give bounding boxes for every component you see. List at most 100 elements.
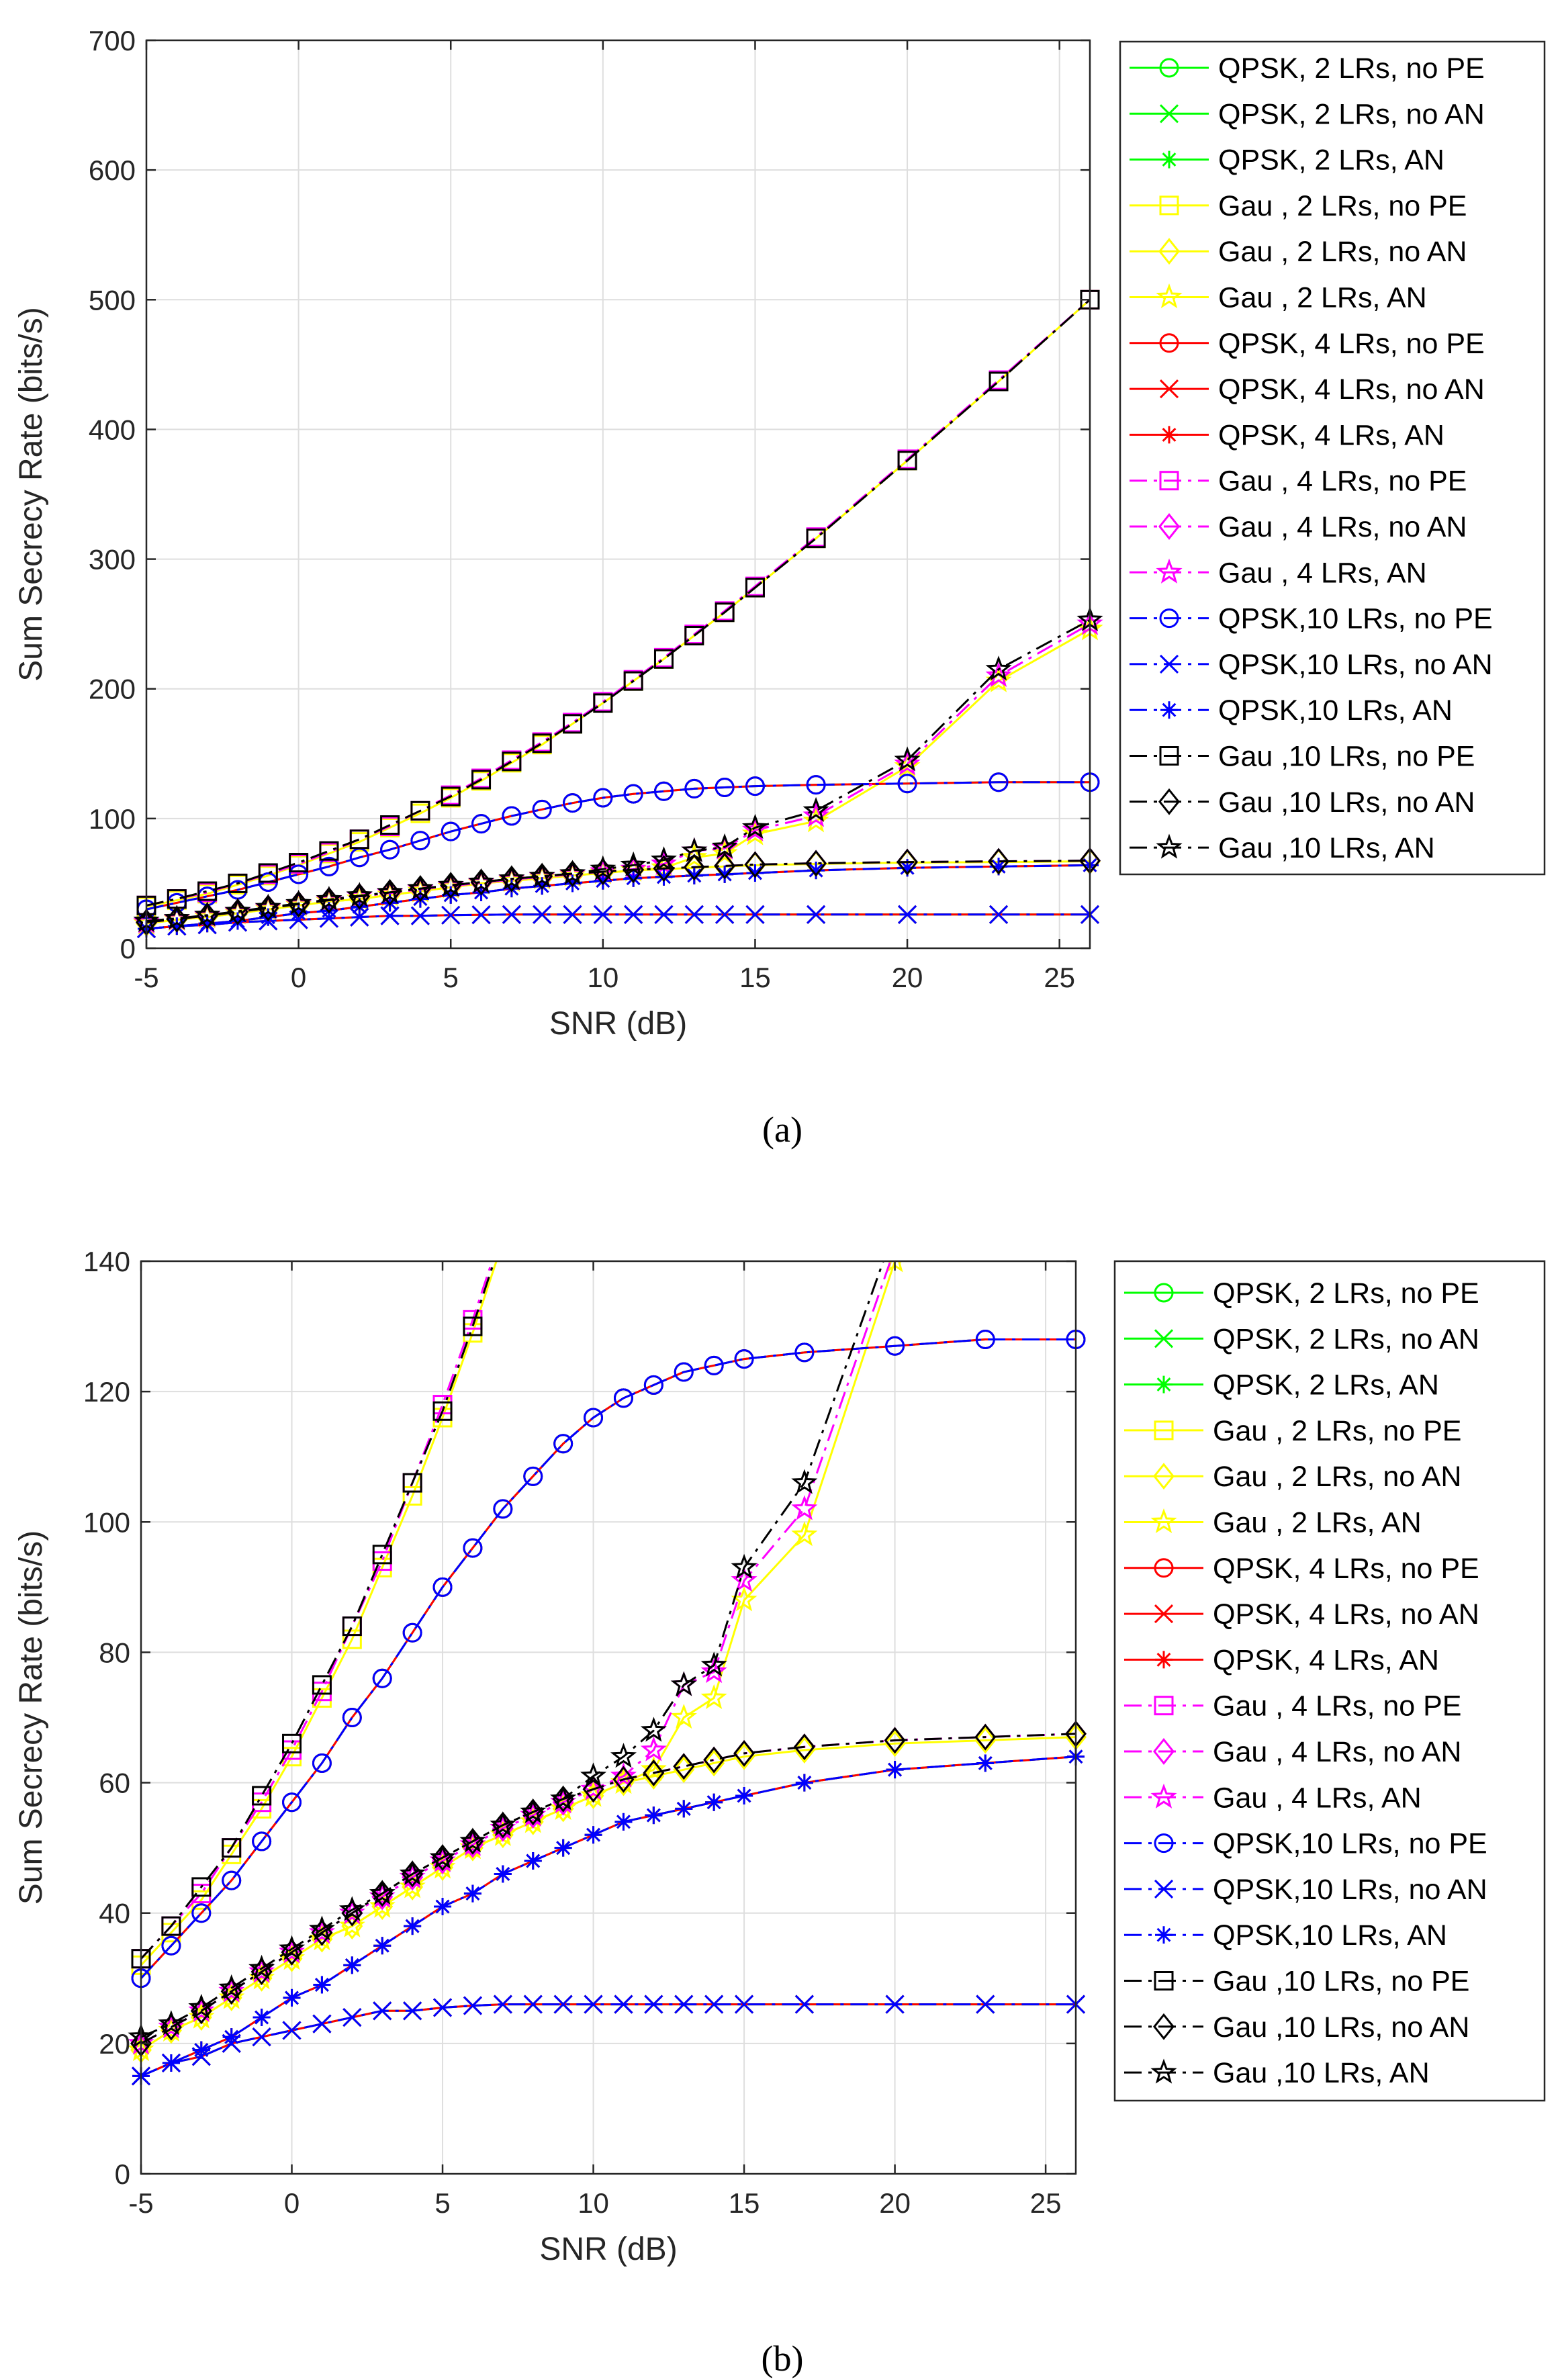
legend-label: Gau , 2 LRs, no PE: [1218, 190, 1467, 222]
legend-item: QPSK, 2 LRs, AN: [1124, 1369, 1439, 1402]
grid: [146, 40, 1090, 949]
data-point: [793, 1737, 815, 1764]
legend-label: QPSK, 4 LRs, no AN: [1218, 373, 1485, 406]
data-point: [563, 905, 582, 924]
legend-label: Gau , 4 LRs, AN: [1218, 557, 1427, 589]
data-point: [554, 1839, 572, 1857]
legend-marker: [1153, 2013, 1175, 2040]
data-point: [594, 872, 612, 890]
plot-area: [141, 1261, 1076, 2174]
data-point: [372, 1668, 392, 1688]
data-point: [312, 2014, 332, 2033]
legend-label: QPSK, 2 LRs, no PE: [1218, 52, 1485, 85]
data-point: [886, 1761, 904, 1779]
data-point: [532, 799, 552, 819]
data-point: [674, 1995, 694, 2014]
data-point: [493, 1499, 513, 1519]
data-point: [745, 776, 765, 796]
legend-marker: [1158, 238, 1180, 265]
data-point: [681, 837, 708, 862]
data-point: [733, 1739, 755, 1767]
data-point: [885, 1336, 905, 1356]
data-point: [349, 829, 369, 850]
data-point: [806, 775, 826, 795]
data-point: [734, 1995, 754, 2014]
y-tick-label: 500: [89, 284, 136, 316]
legend-marker: [1160, 701, 1178, 719]
data-point: [653, 781, 674, 801]
legend-label: Gau , 4 LRs, no PE: [1213, 1690, 1461, 1723]
y-tick-label: 100: [89, 803, 136, 835]
data-point: [342, 1616, 362, 1637]
data-point: [793, 1733, 815, 1761]
data-point: [625, 869, 643, 887]
legend-item: Gau ,10 LRs, no AN: [1124, 2011, 1469, 2044]
data-point: [282, 2021, 302, 2040]
legend-label: Gau , 4 LRs, no AN: [1213, 1736, 1461, 1768]
data-point: [282, 1792, 302, 1813]
legend-item: QPSK,10 LRs, AN: [1130, 694, 1453, 727]
data-point: [714, 852, 736, 880]
x-axis-title: SNR (dB): [549, 1006, 687, 1042]
data-point: [733, 1743, 755, 1770]
series-line: [140, 1338, 1076, 1979]
data-point: [228, 912, 246, 930]
data-point: [161, 1935, 181, 1956]
data-point: [502, 751, 522, 772]
series-line: [140, 1261, 897, 2051]
y-tick-label: 20: [99, 2028, 130, 2060]
data-point: [897, 451, 917, 471]
legend-item: QPSK, 4 LRs, AN: [1124, 1644, 1439, 1676]
data-point: [643, 1759, 665, 1786]
legend-marker: [1159, 471, 1179, 491]
legend-label: QPSK, 2 LRs, AN: [1218, 144, 1444, 177]
legend-item: QPSK,10 LRs, AN: [1124, 1919, 1447, 1952]
y-tick-label: 80: [99, 1637, 130, 1668]
legend-label: Gau , 4 LRs, AN: [1213, 1782, 1422, 1814]
data-point: [441, 905, 461, 925]
data-point: [711, 839, 738, 865]
data-point: [899, 859, 917, 877]
data-point: [897, 774, 917, 794]
data-point: [685, 866, 703, 884]
legend-box: [1119, 40, 1546, 876]
data-point: [988, 848, 1009, 875]
legend-item: Gau , 2 LRs, AN: [1130, 282, 1427, 314]
data-point: [684, 626, 704, 646]
legend-marker: [1156, 558, 1183, 584]
data-point: [380, 906, 400, 925]
data-point: [372, 1545, 392, 1565]
legend-item: Gau ,10 LRs, no PE: [1130, 741, 1475, 773]
legend-marker: [1153, 1463, 1175, 1490]
data-point: [532, 733, 552, 753]
data-point: [715, 602, 735, 623]
legend-label: QPSK, 4 LRs, no PE: [1218, 328, 1485, 360]
data-point: [807, 905, 826, 924]
data-point: [533, 877, 551, 895]
legend-item: Gau , 2 LRs, no PE: [1130, 190, 1467, 222]
data-point: [191, 1903, 212, 1923]
data-point: [343, 1956, 361, 1974]
data-point: [734, 1349, 754, 1369]
data-point: [523, 1466, 543, 1486]
series-line: [146, 781, 1090, 911]
data-point: [885, 1995, 905, 2014]
legend-label: QPSK, 2 LRs, AN: [1213, 1369, 1439, 1402]
data-point: [744, 851, 766, 878]
legend-marker: [1158, 513, 1180, 540]
y-tick-label: 400: [89, 414, 136, 445]
x-tick-label: 20: [879, 2187, 911, 2219]
data-point: [802, 796, 829, 822]
data-point: [432, 1401, 453, 1421]
legend-label: QPSK, 2 LRs, no PE: [1213, 1277, 1479, 1310]
data-point: [640, 1736, 667, 1761]
data-point: [161, 1916, 181, 1936]
legend-item: Gau , 4 LRs, no AN: [1130, 511, 1467, 543]
data-point: [222, 1870, 242, 1890]
legend-item: QPSK, 2 LRs, no PE: [1130, 52, 1485, 85]
data-point: [884, 1218, 905, 1237]
legend-item: QPSK, 2 LRs, no AN: [1130, 98, 1485, 130]
data-point: [674, 1362, 694, 1382]
